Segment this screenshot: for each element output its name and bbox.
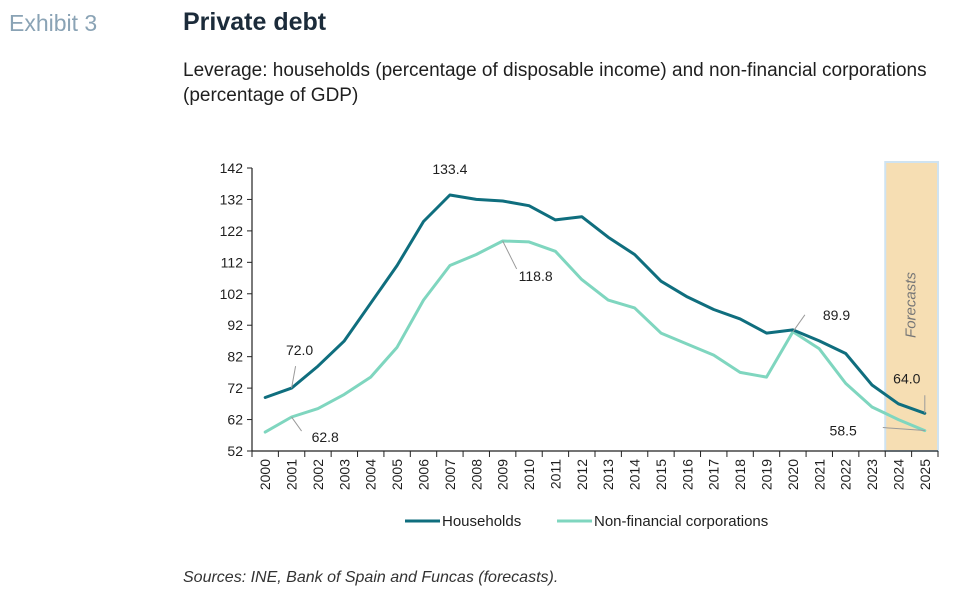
x-tick-label: 2021: [811, 459, 827, 490]
y-tick-label: 112: [221, 254, 244, 270]
y-tick-label: 52: [227, 443, 243, 459]
exhibit-label: Exhibit 3: [9, 10, 98, 36]
x-tick-label: 2002: [310, 459, 326, 490]
x-tick-label: 2007: [442, 459, 458, 490]
x-tick-label: 2018: [732, 459, 748, 490]
y-tick-label: 142: [220, 160, 244, 176]
x-tick-label: 2012: [574, 459, 590, 490]
data-label: 62.8: [312, 429, 339, 445]
data-label: 89.9: [823, 307, 850, 323]
y-tick-label: 62: [227, 412, 243, 428]
y-tick-label: 82: [227, 349, 243, 365]
data-label: 72.0: [286, 342, 313, 358]
x-tick-label: 2023: [864, 459, 880, 490]
y-tick-label: 92: [227, 317, 243, 333]
x-tick-label: 2016: [679, 459, 695, 490]
forecast-label: Forecasts: [903, 272, 920, 338]
y-tick-label: 132: [220, 191, 244, 207]
annotation-leader: [291, 416, 302, 432]
legend-label: Households: [442, 513, 521, 530]
x-tick-label: 2017: [706, 459, 722, 490]
annotation-leader: [882, 427, 925, 432]
x-tick-label: 2001: [284, 459, 300, 490]
x-tick-label: 2015: [653, 459, 669, 490]
x-tick-label: 2008: [468, 459, 484, 490]
x-tick-label: 2009: [495, 459, 511, 490]
annotation-leader: [291, 366, 297, 389]
series-lines: [263, 193, 927, 434]
data-label: 118.8: [519, 268, 553, 284]
data-annotations: 72.0 133.4 64.0 62.8 118.8 89.9 58.5: [286, 161, 926, 445]
x-tick-label: 2003: [336, 459, 352, 490]
x-tick-label: 2020: [785, 459, 801, 490]
data-label: 133.4: [432, 161, 467, 177]
x-tick-label: 2025: [917, 459, 933, 490]
x-tick-label: 2022: [838, 459, 854, 490]
chart-title: Private debt: [183, 8, 327, 36]
source-note: Sources: INE, Bank of Spain and Funcas (…: [183, 569, 559, 586]
legend: Households Non-financial corporations: [405, 513, 768, 530]
y-tick-label: 72: [227, 380, 243, 396]
x-tick-label: 2004: [363, 459, 379, 490]
chart-subtitle: Leverage: households (percentage of disp…: [183, 60, 927, 106]
series-line: [263, 239, 927, 434]
legend-label: Non-financial corporations: [594, 513, 768, 530]
line-chart: Forecasts 52 62 72 82 92 102 112 122 132 142 2000 2…: [220, 160, 940, 530]
annotation-leader: [792, 314, 806, 333]
x-tick-label: 2006: [416, 459, 432, 490]
x-tick-label: 2011: [547, 459, 563, 489]
x-tick-label: 2019: [759, 459, 775, 490]
axes: 52 62 72 82 92 102 112 122 132 142 2000 2001 2002 200…: [220, 160, 939, 490]
series-line: [263, 193, 927, 415]
x-tick-label: 2010: [521, 459, 537, 490]
x-tick-label: 2014: [627, 459, 643, 490]
y-tick-label: 122: [220, 223, 244, 239]
x-tick-label: 2005: [389, 459, 405, 490]
x-tick-label: 2024: [890, 459, 906, 490]
x-tick-label: 2013: [600, 459, 616, 490]
data-label: 64.0: [893, 370, 920, 386]
y-tick-label: 102: [220, 286, 244, 302]
x-tick-label: 2000: [257, 459, 273, 490]
annotation-leader: [502, 240, 518, 270]
data-label: 58.5: [830, 423, 857, 439]
